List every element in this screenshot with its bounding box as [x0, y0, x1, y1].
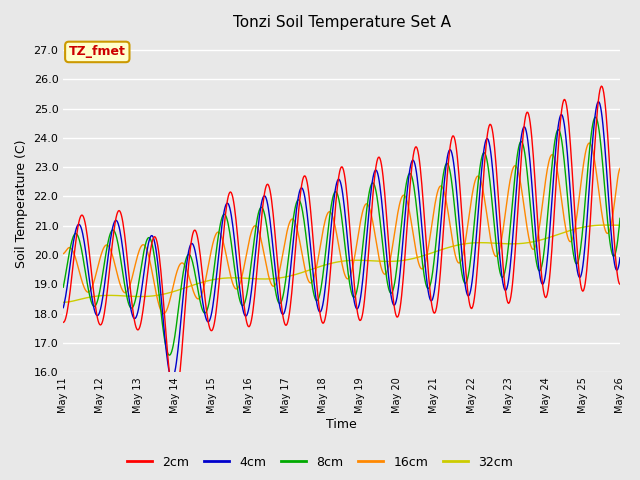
Title: Tonzi Soil Temperature Set A: Tonzi Soil Temperature Set A	[233, 15, 451, 30]
Y-axis label: Soil Temperature (C): Soil Temperature (C)	[15, 140, 28, 268]
Text: TZ_fmet: TZ_fmet	[69, 46, 125, 59]
Legend: 2cm, 4cm, 8cm, 16cm, 32cm: 2cm, 4cm, 8cm, 16cm, 32cm	[122, 451, 518, 474]
X-axis label: Time: Time	[326, 419, 357, 432]
